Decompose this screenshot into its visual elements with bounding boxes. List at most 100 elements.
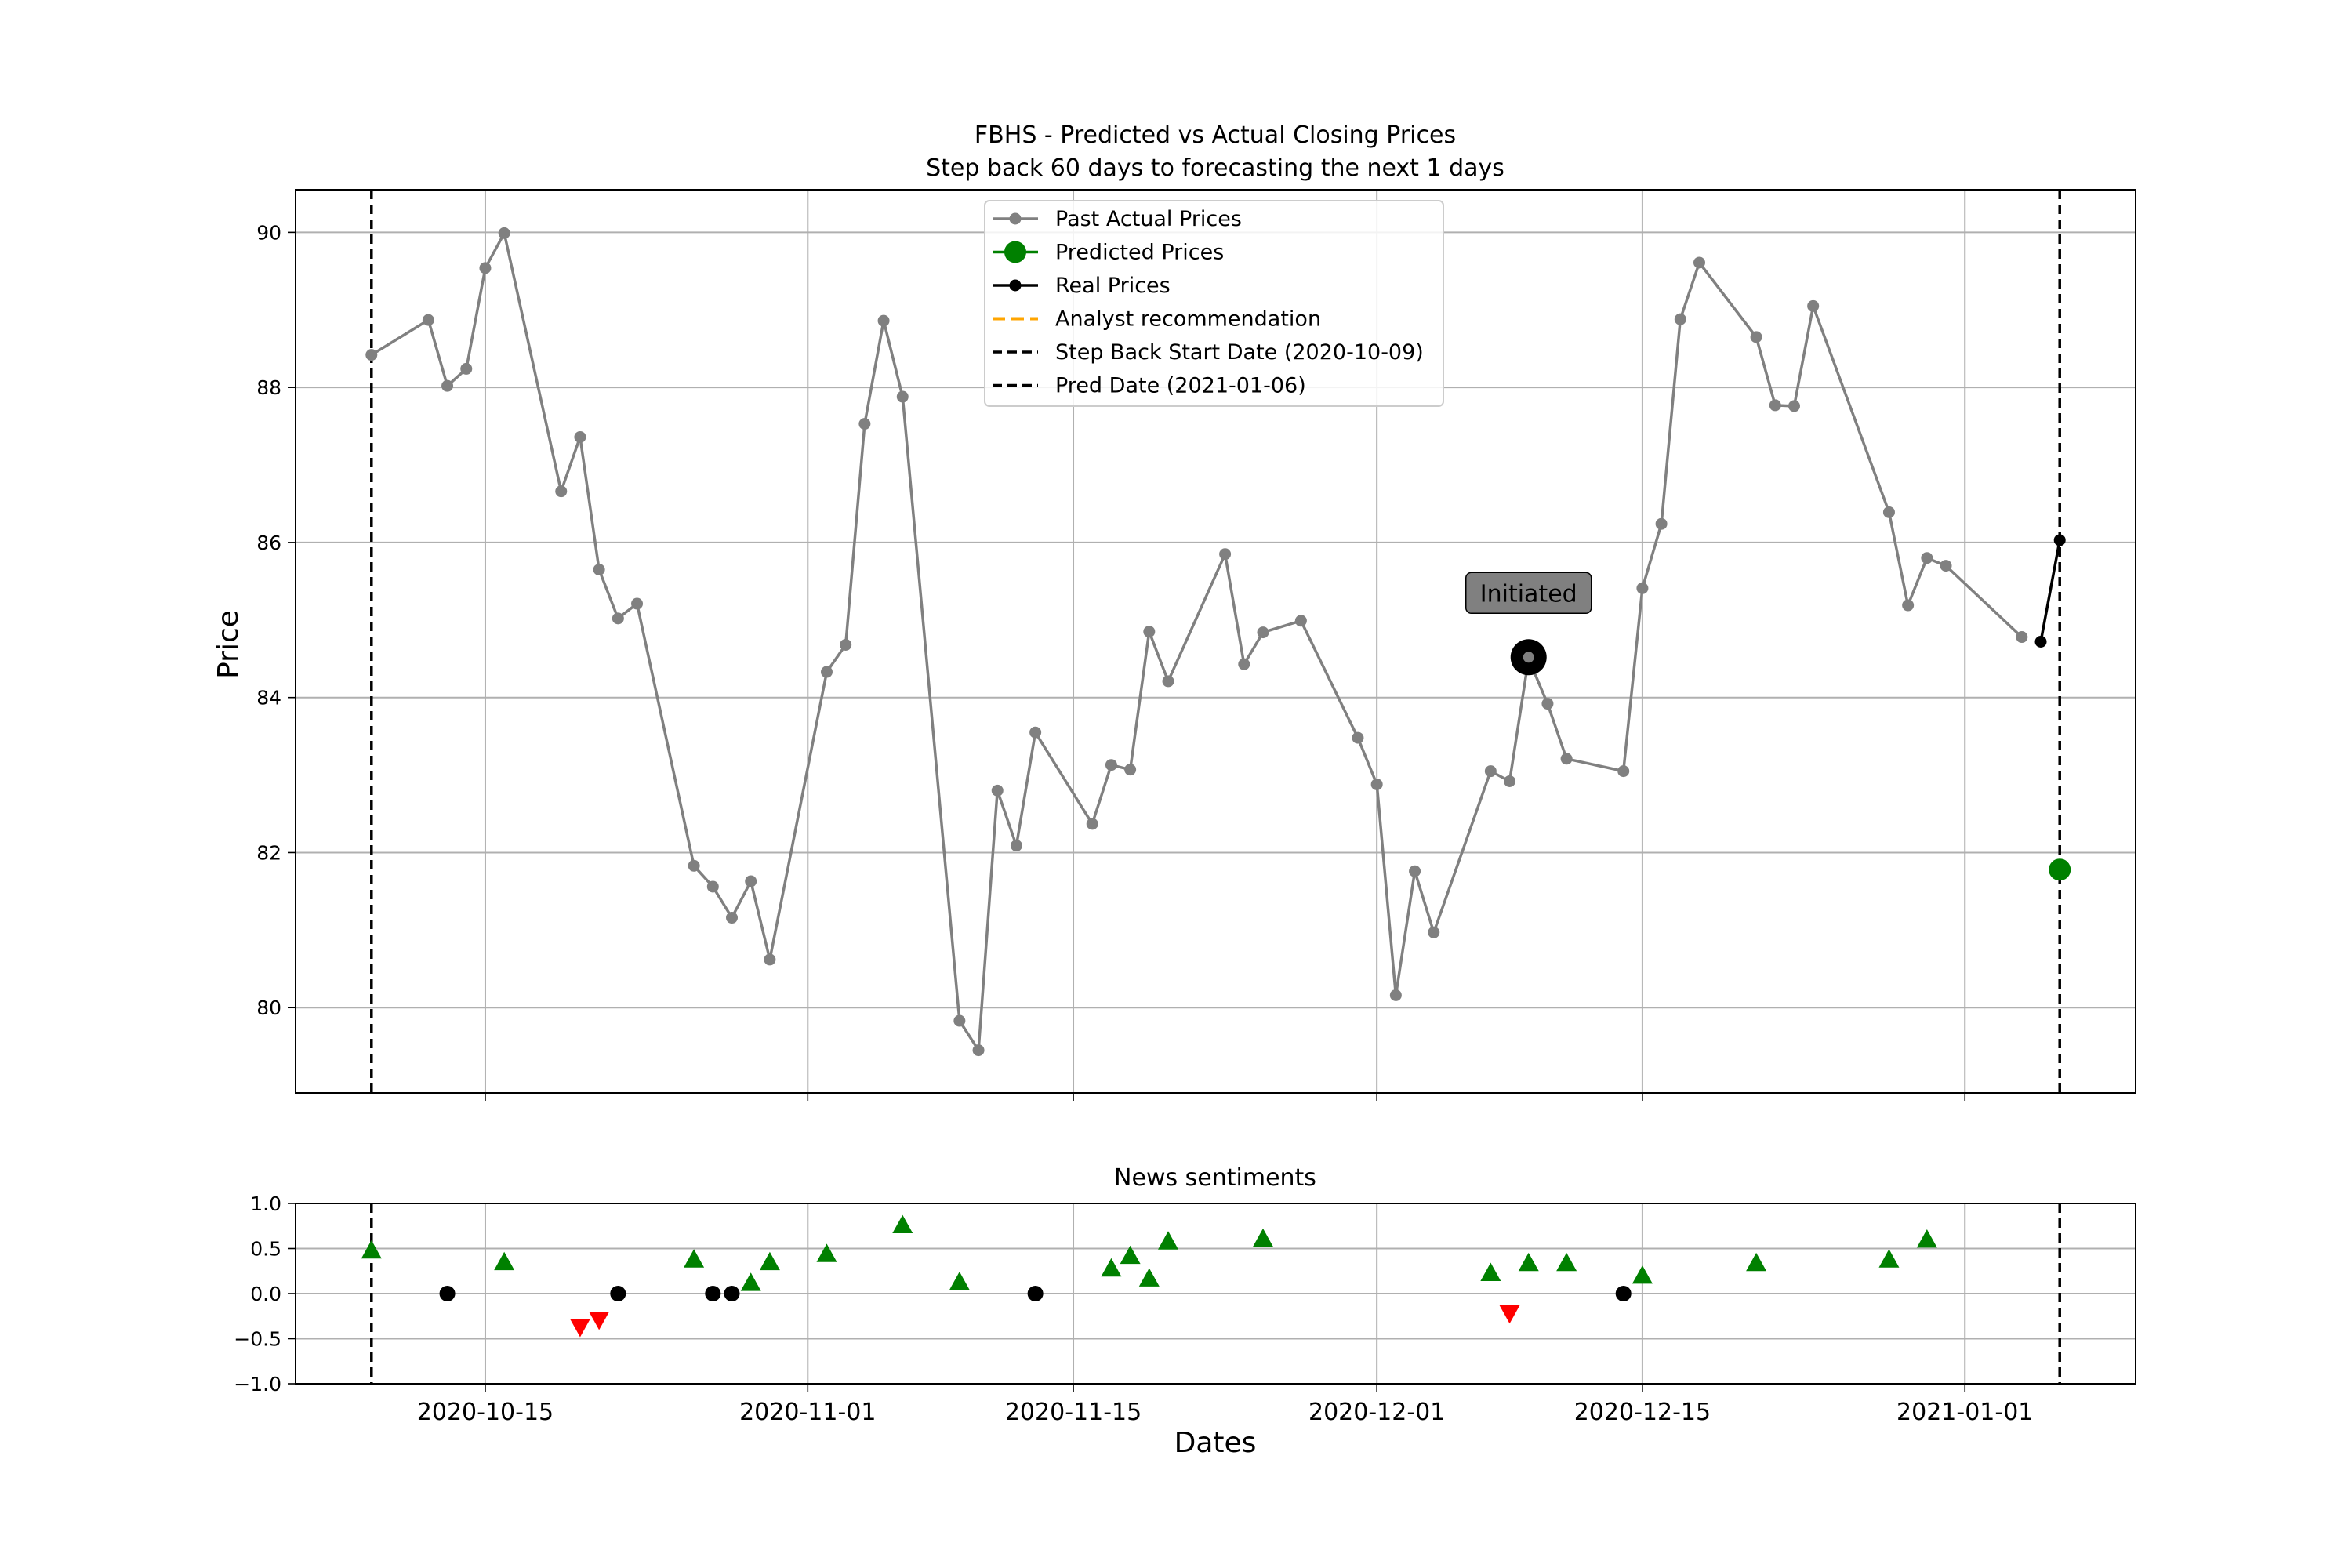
past-actual-price-point: [1541, 698, 1554, 710]
sentiment-positive-point: [1101, 1258, 1122, 1277]
past-actual-price-point: [574, 430, 586, 443]
past-actual-price-point: [1389, 989, 1402, 1001]
past-actual-price-point: [1674, 313, 1686, 325]
past-actual-price-point: [1902, 599, 1915, 612]
past-actual-price-point: [972, 1044, 985, 1057]
main-chart-subtitle: Step back 60 days to forecasting the nex…: [926, 154, 1504, 182]
sentiment-x-tick-label: 2020-10-15: [417, 1399, 554, 1426]
main-y-tick-label: 88: [256, 376, 281, 399]
past-actual-price-point: [555, 485, 568, 498]
past-actual-price-point: [1617, 765, 1630, 778]
sentiment-neutral-point: [724, 1286, 740, 1301]
sentiment-neutral-point: [610, 1286, 626, 1301]
past-actual-price-point: [1086, 818, 1098, 830]
legend-entry-label: Pred Date (2021-01-06): [1055, 374, 1306, 398]
sentiment-plot-frame: [295, 1203, 2136, 1385]
past-actual-price-point: [1124, 764, 1137, 776]
sentiment-positive-point: [1632, 1265, 1653, 1284]
sentiment-positive-point: [361, 1240, 382, 1259]
past-actual-price-point: [1807, 299, 1820, 312]
legend-entry-label: Past Actual Prices: [1055, 207, 1242, 231]
sentiment-x-tick-label: 2020-12-01: [1308, 1399, 1445, 1426]
past-actual-price-point: [1921, 552, 1933, 564]
sentiment-positive-point: [494, 1251, 515, 1271]
past-actual-price-point: [593, 564, 605, 576]
real-price-point: [2034, 635, 2047, 648]
sentiment-neutral-point: [1615, 1286, 1632, 1301]
sentiment-y-tick-label: 0.0: [250, 1283, 281, 1305]
past-actual-price-point: [764, 953, 776, 966]
sentiment-negative-point: [589, 1311, 610, 1330]
sentiment-positive-point: [1120, 1245, 1141, 1265]
legend-entry-label: Step Back Start Date (2020-10-09): [1055, 340, 1424, 365]
sentiment-neutral-point: [1027, 1286, 1044, 1301]
sentiment-x-tick-label: 2021-01-01: [1896, 1399, 2033, 1426]
past-actual-price-point: [688, 859, 700, 872]
past-actual-price-point: [1162, 675, 1174, 688]
past-actual-price-point: [460, 362, 473, 375]
past-actual-price-point: [991, 784, 1004, 797]
main-y-tick-label: 90: [256, 221, 281, 244]
main-chart-title: FBHS - Predicted vs Actual Closing Price…: [975, 122, 1456, 149]
past-actual-price-point: [953, 1014, 966, 1027]
past-actual-price-point: [1409, 865, 1421, 877]
past-actual-price-point: [1257, 626, 1269, 639]
past-actual-price-point: [612, 612, 624, 625]
annotation-box: [1465, 572, 1592, 615]
past-actual-price-point: [1788, 400, 1800, 412]
legend-marker-handle: [1009, 279, 1022, 292]
legend-entry-label: Predicted Prices: [1055, 241, 1224, 265]
past-actual-price-point: [858, 418, 871, 430]
sentiment-positive-point: [1138, 1268, 1160, 1287]
sentiment-x-axis-label: Dates: [1174, 1427, 1257, 1459]
past-actual-price-point: [1940, 560, 1952, 572]
past-actual-price-point: [1636, 582, 1649, 594]
past-actual-price-point: [631, 597, 644, 610]
main-y-tick-label: 86: [256, 532, 281, 554]
sentiment-positive-point: [1480, 1262, 1501, 1281]
sentiment-positive-point: [1518, 1252, 1539, 1272]
past-actual-price-point: [726, 912, 739, 924]
price-chart-plot: 80 82 84 86 88 90 Initiated: [256, 189, 2136, 1101]
sentiment-positive-point: [740, 1272, 761, 1291]
predicted-price-point: [2049, 858, 2071, 881]
main-y-tick-label: 82: [256, 841, 281, 864]
past-actual-price-point: [1504, 775, 1516, 787]
sentiment-positive-point: [1878, 1249, 1900, 1268]
sentiment-positive-point: [684, 1249, 705, 1268]
past-actual-price-point: [1693, 256, 1705, 269]
past-actual-price-point: [1370, 778, 1383, 790]
sentiment-x-tick-label: 2020-11-15: [1005, 1399, 1142, 1426]
legend-marker-handle: [1009, 212, 1022, 225]
past-actual-price-point: [706, 880, 719, 893]
real-price-point: [2053, 534, 2066, 546]
past-actual-price-point: [840, 638, 852, 651]
past-actual-price-point: [1105, 759, 1117, 771]
past-actual-price-point: [2016, 631, 2028, 644]
sentiment-negative-point: [1499, 1305, 1520, 1324]
past-actual-price-point: [896, 390, 909, 403]
past-actual-price-point: [1029, 726, 1042, 739]
past-actual-price-point: [1750, 331, 1762, 343]
real-price-line: [2039, 539, 2061, 642]
sentiment-positive-point: [1158, 1231, 1179, 1250]
main-y-tick-label: 80: [256, 996, 281, 1019]
sentiment-positive-point: [759, 1251, 780, 1271]
main-plot-frame: [295, 189, 2136, 1094]
sentiment-chart-title: News sentiments: [1114, 1164, 1316, 1192]
past-actual-price-point: [877, 314, 890, 327]
past-actual-price-point: [365, 349, 378, 361]
annotation-marker-center: [1523, 652, 1534, 663]
sentiment-neutral-point: [705, 1286, 721, 1301]
past-actual-price-point: [1294, 615, 1307, 627]
legend-marker-handle: [1004, 241, 1026, 263]
sentiment-positive-point: [1916, 1229, 1937, 1248]
past-actual-price-point: [441, 379, 454, 392]
sentiment-y-tick-label: 1.0: [250, 1192, 281, 1215]
past-actual-price-point: [422, 314, 434, 326]
sentiment-positive-point: [1746, 1252, 1767, 1272]
past-actual-price-point: [498, 227, 510, 239]
sentiment-positive-point: [1252, 1228, 1273, 1247]
sentiment-x-tick-label: 2020-11-01: [739, 1399, 876, 1426]
